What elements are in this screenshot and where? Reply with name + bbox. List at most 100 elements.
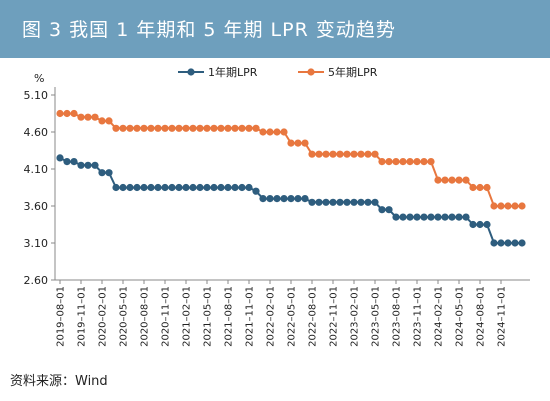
data-point-5y — [154, 124, 162, 132]
data-point-1y — [483, 220, 491, 229]
data-point-5y — [161, 124, 169, 132]
data-point-1y — [357, 198, 365, 206]
data-point-5y — [147, 124, 155, 132]
x-tick-label: 2024–05–01 — [455, 286, 466, 347]
y-tick-label: 3.60 — [24, 200, 49, 213]
legend-label: 5年期LPR — [328, 65, 378, 79]
data-point-1y — [448, 213, 456, 221]
data-point-5y — [448, 176, 456, 184]
legend-marker — [307, 68, 315, 76]
data-point-1y — [294, 195, 302, 203]
data-point-5y — [469, 183, 477, 192]
x-tick-label: 2023–02–01 — [350, 286, 361, 347]
data-point-5y — [357, 150, 365, 158]
data-point-1y — [140, 183, 148, 192]
data-point-5y — [203, 124, 211, 132]
data-point-1y — [189, 183, 197, 192]
x-tick-label: 2024–02–01 — [434, 286, 445, 347]
data-point-5y — [476, 183, 484, 192]
data-point-5y — [63, 109, 71, 118]
data-point-1y — [266, 195, 274, 203]
legend-label: 1年期LPR — [208, 65, 258, 79]
y-tick-label: 4.60 — [24, 126, 49, 139]
data-point-1y — [434, 213, 442, 221]
data-point-5y — [441, 176, 449, 184]
data-point-1y — [70, 158, 78, 166]
data-point-1y — [504, 239, 512, 247]
data-point-1y — [476, 220, 484, 229]
data-point-1y — [259, 195, 267, 203]
data-point-5y — [126, 124, 134, 132]
data-point-1y — [301, 195, 309, 203]
data-point-5y — [315, 150, 323, 158]
data-point-5y — [427, 158, 435, 166]
data-point-1y — [378, 206, 386, 214]
x-tick-label: 2020–08–01 — [140, 286, 151, 347]
x-tick-label: 2023–05–01 — [371, 286, 382, 347]
x-tick-label: 2023–08–01 — [392, 286, 403, 347]
data-point-1y — [210, 183, 218, 192]
x-tick-label: 2021–11–01 — [245, 286, 256, 347]
data-point-5y — [140, 124, 148, 132]
x-tick-label: 2022–05–01 — [287, 286, 298, 347]
data-point-1y — [406, 213, 414, 221]
data-point-1y — [231, 183, 239, 192]
data-point-5y — [252, 124, 260, 132]
data-point-5y — [378, 158, 386, 166]
data-point-5y — [119, 124, 127, 132]
data-point-5y — [511, 202, 519, 210]
x-tick-label: 2019–08–01 — [56, 286, 67, 347]
data-point-1y — [399, 213, 407, 221]
data-point-1y — [371, 198, 379, 206]
data-point-5y — [301, 139, 309, 147]
data-point-5y — [189, 124, 197, 132]
data-point-5y — [210, 124, 218, 132]
data-point-5y — [294, 139, 302, 147]
x-tick-label: 2024–08–01 — [476, 286, 487, 347]
data-point-1y — [238, 183, 246, 192]
source-note: 资料来源：Wind — [10, 374, 108, 389]
data-point-5y — [336, 150, 344, 158]
data-point-5y — [217, 124, 225, 132]
x-tick-label: 2020–05–01 — [119, 286, 130, 347]
data-point-1y — [91, 161, 99, 169]
x-tick-label: 2022–02–01 — [266, 286, 277, 347]
x-tick-label: 2021–05–01 — [203, 286, 214, 347]
data-point-1y — [77, 161, 85, 169]
data-point-1y — [161, 183, 169, 192]
data-point-1y — [497, 239, 505, 247]
data-point-5y — [77, 113, 85, 121]
data-point-5y — [497, 202, 505, 210]
data-point-1y — [350, 198, 358, 206]
data-point-1y — [385, 206, 393, 214]
data-point-1y — [252, 187, 260, 195]
data-point-5y — [329, 150, 337, 158]
data-point-5y — [238, 124, 246, 132]
data-point-1y — [329, 198, 337, 206]
data-point-1y — [343, 198, 351, 206]
data-point-5y — [308, 150, 316, 158]
x-tick-label: 2021–08–01 — [224, 286, 235, 347]
y-axis-unit: % — [34, 72, 44, 85]
data-point-5y — [273, 128, 281, 136]
x-tick-label: 2020–02–01 — [98, 286, 109, 347]
data-point-5y — [420, 158, 428, 166]
lpr-line-chart: % 5.10 4.60 4.10 3.60 3.10 2.60 2019–08–01 2019–… — [24, 65, 530, 347]
data-point-1y — [175, 183, 183, 192]
data-point-5y — [322, 150, 330, 158]
data-point-5y — [371, 150, 379, 158]
data-point-1y — [280, 195, 288, 203]
data-point-1y — [392, 213, 400, 221]
legend-marker — [187, 68, 195, 76]
data-point-1y — [420, 213, 428, 221]
data-point-1y — [427, 213, 435, 221]
data-point-5y — [350, 150, 358, 158]
data-point-5y — [231, 124, 239, 132]
data-point-5y — [483, 183, 491, 192]
data-point-5y — [91, 113, 99, 121]
data-point-1y — [413, 213, 421, 221]
data-point-5y — [196, 124, 204, 132]
data-point-1y — [84, 161, 92, 169]
data-point-1y — [518, 239, 526, 247]
data-point-1y — [133, 183, 141, 192]
